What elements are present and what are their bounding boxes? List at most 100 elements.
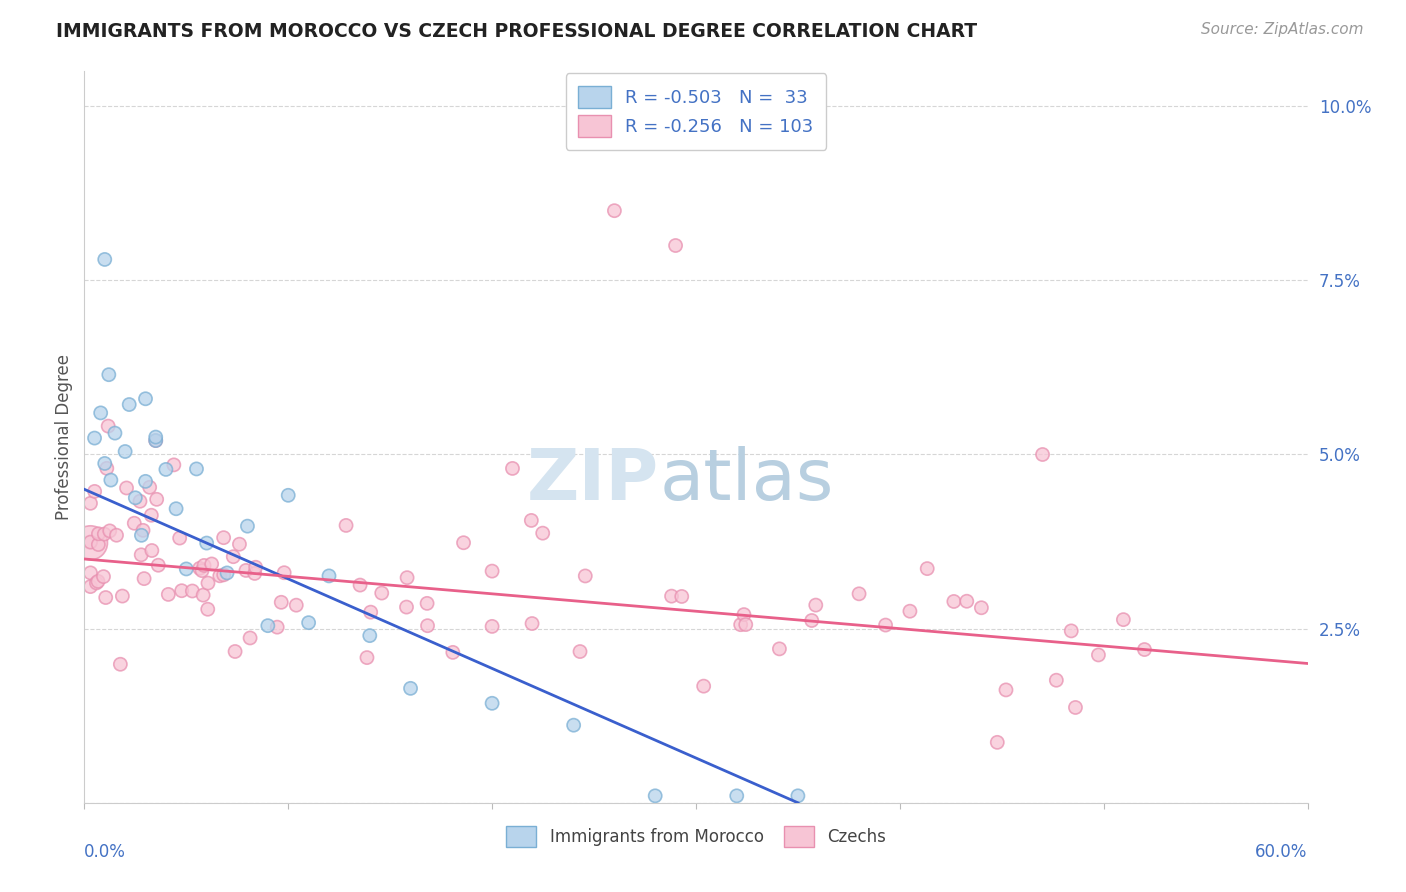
Point bbox=[93, 527, 115, 541]
Point bbox=[100, 473, 122, 487]
Point bbox=[359, 629, 381, 643]
Point bbox=[145, 430, 167, 444]
Point bbox=[135, 475, 157, 489]
Point bbox=[115, 481, 138, 495]
Point bbox=[98, 524, 121, 538]
Point bbox=[725, 789, 748, 803]
Point bbox=[396, 571, 419, 585]
Point bbox=[239, 631, 262, 645]
Point bbox=[986, 735, 1008, 749]
Point bbox=[129, 548, 152, 562]
Point bbox=[915, 561, 938, 575]
Point bbox=[520, 513, 543, 527]
Point bbox=[94, 591, 117, 605]
Point bbox=[132, 572, 155, 586]
Point bbox=[188, 561, 211, 575]
Point bbox=[224, 644, 246, 658]
Point bbox=[228, 537, 250, 551]
Point bbox=[169, 531, 191, 545]
Point bbox=[96, 461, 118, 475]
Point bbox=[733, 607, 755, 622]
Point bbox=[970, 600, 993, 615]
Point bbox=[165, 501, 187, 516]
Point bbox=[129, 494, 152, 508]
Point bbox=[114, 444, 136, 458]
Point bbox=[79, 535, 101, 549]
Point bbox=[191, 564, 214, 578]
Y-axis label: Professional Degree: Professional Degree bbox=[55, 354, 73, 520]
Point bbox=[441, 645, 464, 659]
Point bbox=[132, 524, 155, 538]
Point bbox=[97, 368, 120, 382]
Point bbox=[360, 605, 382, 619]
Point bbox=[875, 618, 897, 632]
Point bbox=[520, 616, 543, 631]
Point bbox=[395, 600, 418, 615]
Point bbox=[191, 588, 214, 602]
Point bbox=[1060, 624, 1083, 638]
Point bbox=[730, 617, 752, 632]
Point bbox=[273, 566, 295, 580]
Point bbox=[270, 595, 292, 609]
Point bbox=[800, 614, 823, 628]
Point bbox=[201, 557, 224, 571]
Point bbox=[131, 528, 153, 542]
Point bbox=[87, 526, 110, 541]
Point bbox=[562, 718, 585, 732]
Point bbox=[93, 569, 115, 583]
Point bbox=[453, 535, 475, 549]
Point bbox=[994, 682, 1017, 697]
Point bbox=[93, 252, 115, 267]
Point bbox=[898, 604, 921, 618]
Point bbox=[481, 564, 503, 578]
Point bbox=[79, 580, 101, 594]
Point bbox=[193, 558, 215, 573]
Point bbox=[1133, 642, 1156, 657]
Point bbox=[692, 679, 714, 693]
Point bbox=[83, 431, 105, 445]
Point bbox=[574, 569, 596, 583]
Point bbox=[83, 484, 105, 499]
Point bbox=[174, 562, 197, 576]
Point bbox=[1064, 700, 1087, 714]
Point bbox=[416, 618, 439, 632]
Point bbox=[481, 696, 503, 710]
Point bbox=[212, 567, 235, 582]
Point bbox=[671, 590, 693, 604]
Point bbox=[531, 526, 554, 541]
Point bbox=[335, 518, 357, 533]
Point bbox=[1032, 448, 1054, 462]
Text: atlas: atlas bbox=[659, 447, 834, 516]
Point bbox=[298, 615, 321, 630]
Point bbox=[235, 564, 257, 578]
Point bbox=[217, 566, 239, 580]
Point bbox=[197, 602, 219, 616]
Point bbox=[356, 650, 378, 665]
Point bbox=[110, 657, 132, 672]
Point bbox=[145, 434, 167, 448]
Point bbox=[1112, 613, 1135, 627]
Point bbox=[236, 519, 259, 533]
Point bbox=[195, 536, 218, 550]
Point bbox=[569, 644, 592, 658]
Point bbox=[105, 528, 128, 542]
Point bbox=[79, 536, 101, 550]
Point bbox=[245, 560, 267, 574]
Text: ZIP: ZIP bbox=[527, 447, 659, 516]
Text: IMMIGRANTS FROM MOROCCO VS CZECH PROFESSIONAL DEGREE CORRELATION CHART: IMMIGRANTS FROM MOROCCO VS CZECH PROFESS… bbox=[56, 22, 977, 41]
Point bbox=[212, 531, 235, 545]
Point bbox=[734, 617, 756, 632]
Point bbox=[277, 488, 299, 502]
Point bbox=[124, 516, 146, 531]
Point bbox=[111, 589, 134, 603]
Point bbox=[768, 641, 790, 656]
Point bbox=[285, 598, 308, 612]
Point bbox=[79, 566, 101, 580]
Point bbox=[644, 789, 666, 803]
Point bbox=[371, 586, 394, 600]
Point bbox=[665, 238, 688, 252]
Point bbox=[170, 583, 193, 598]
Text: 60.0%: 60.0% bbox=[1256, 843, 1308, 861]
Point bbox=[186, 462, 208, 476]
Point bbox=[90, 406, 112, 420]
